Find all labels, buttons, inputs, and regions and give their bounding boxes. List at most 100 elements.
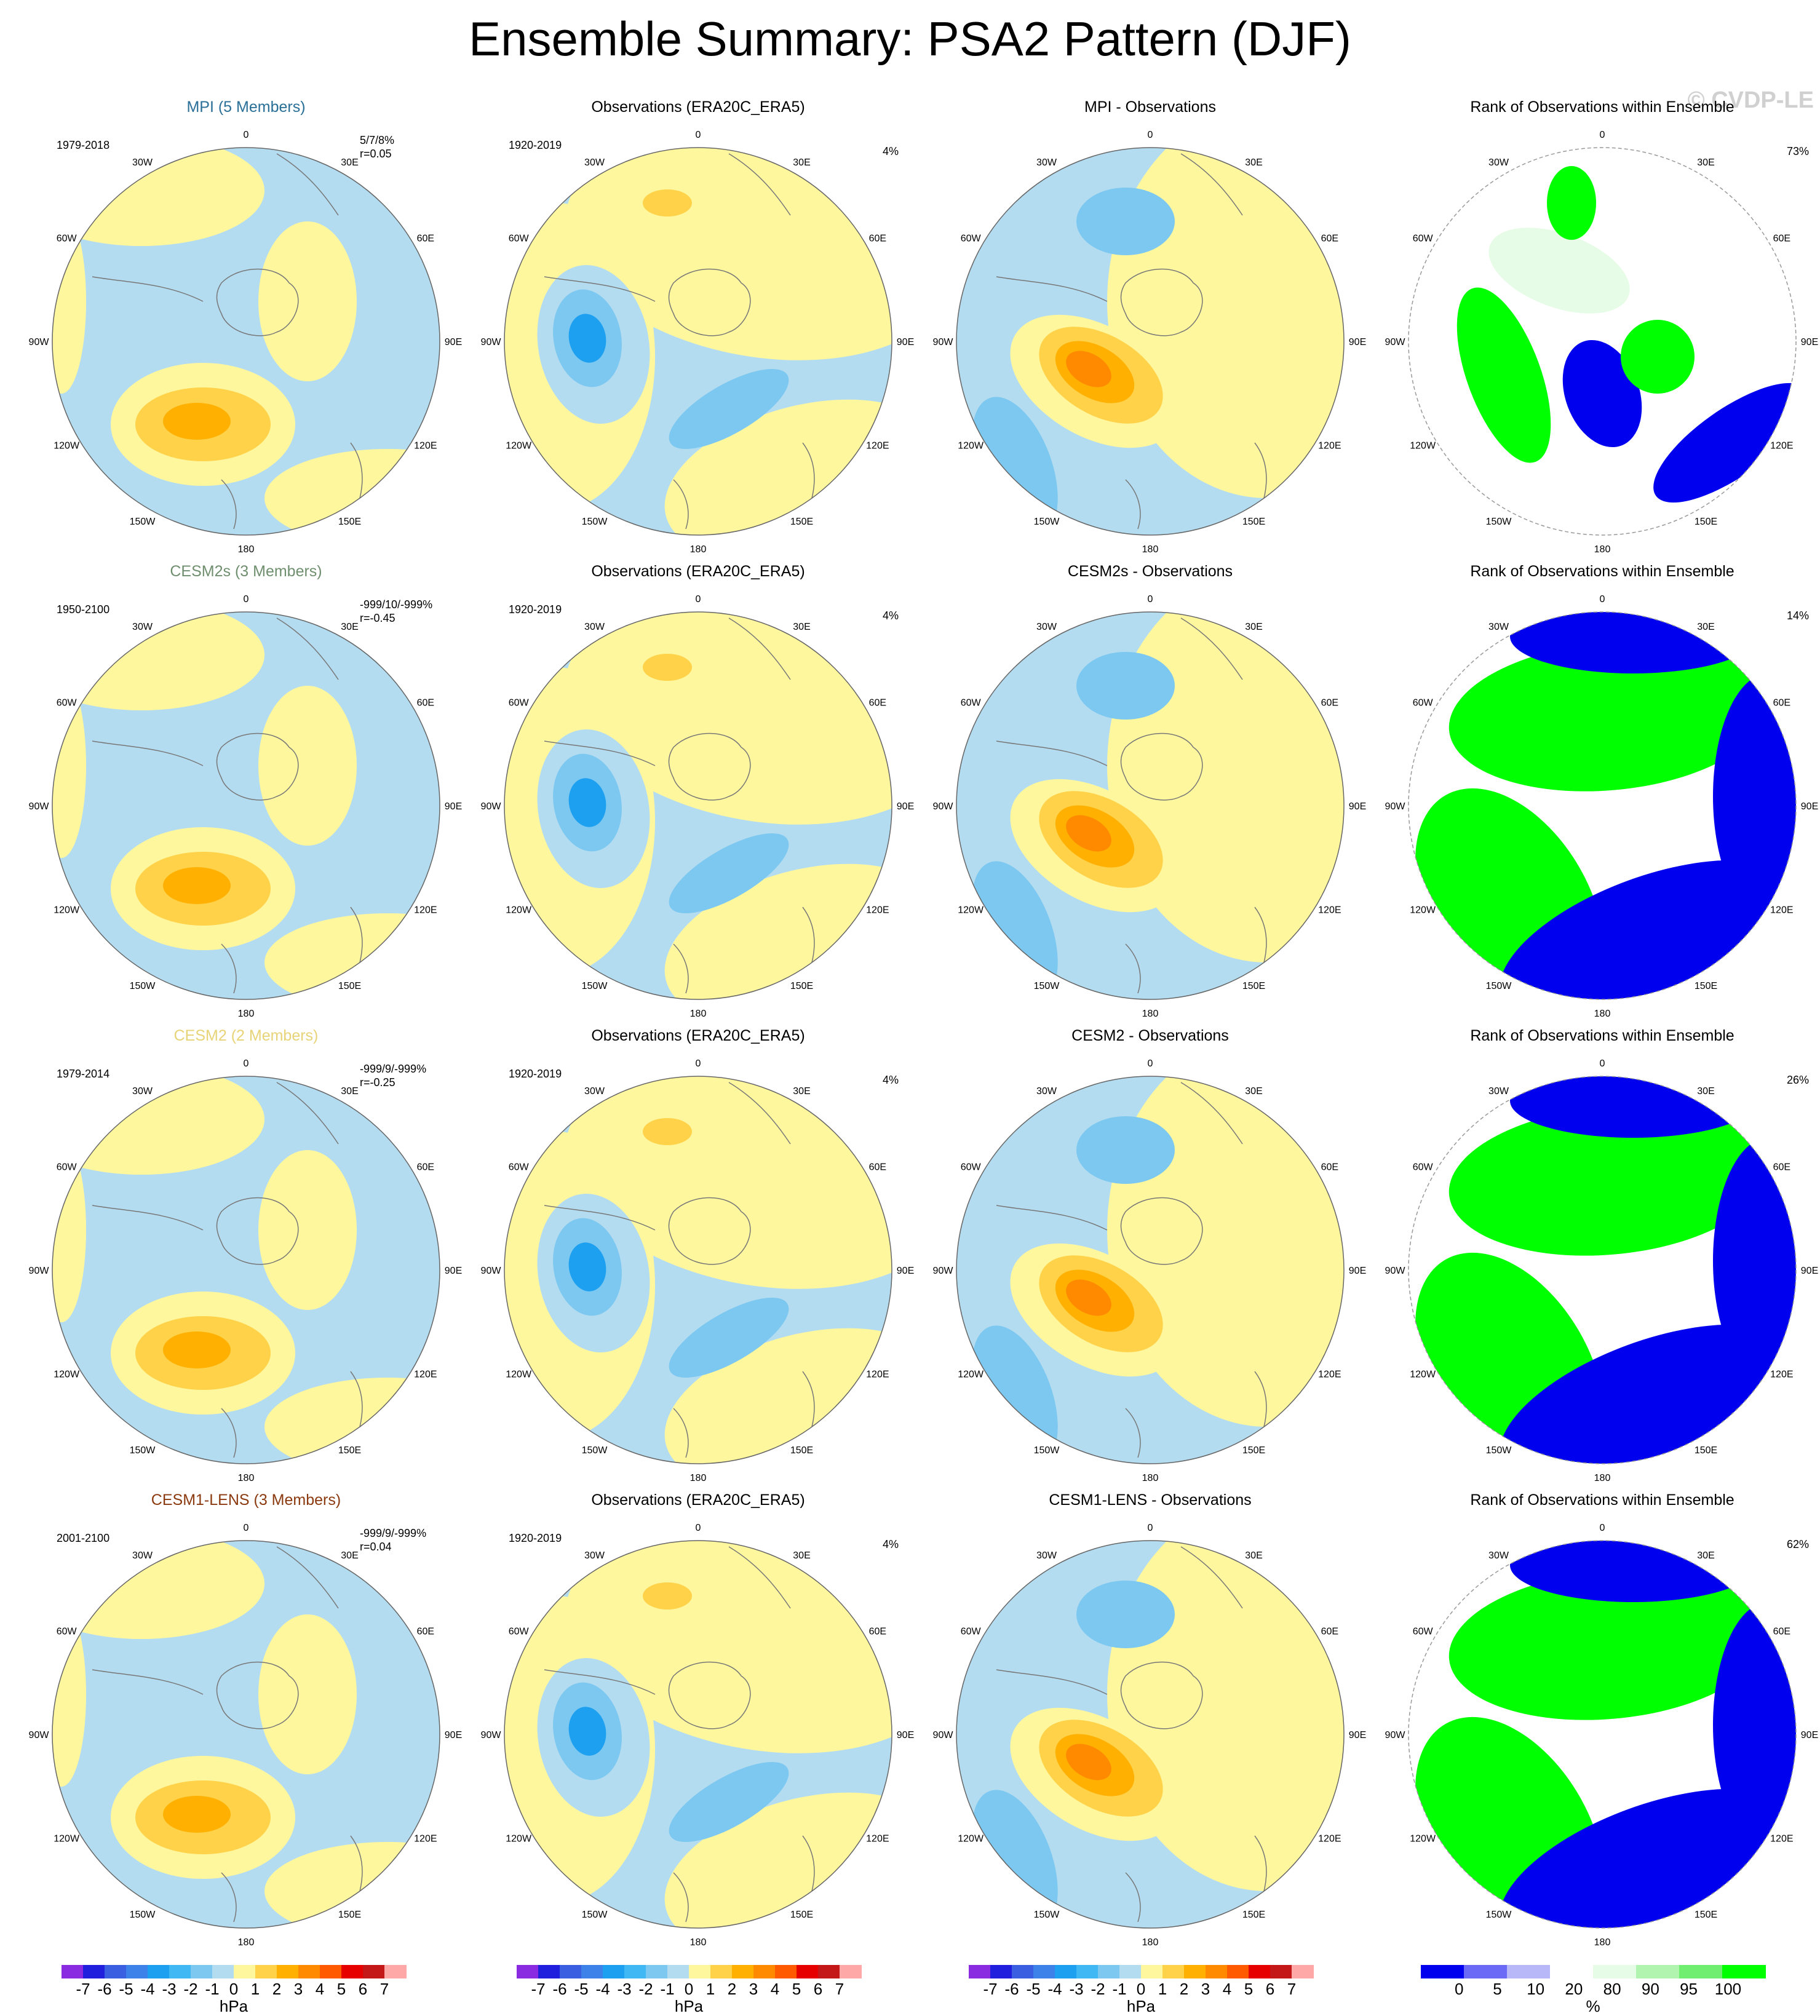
map-field — [52, 1076, 440, 1464]
map-field — [1409, 1541, 1796, 1928]
panel-title: CESM2s (3 Members) — [170, 563, 322, 580]
colorbar-tick-label: 90 — [1641, 1980, 1659, 1998]
longitude-label: 150W — [582, 1910, 608, 1920]
panel-title: MPI (5 Members) — [186, 98, 306, 116]
contour-blob — [163, 403, 231, 440]
contour-blob — [52, 1541, 264, 1639]
longitude-label: 90E — [1801, 1730, 1818, 1740]
longitude-label: 0 — [1148, 594, 1153, 605]
colorbar-swatch — [1270, 1965, 1292, 1978]
polar-map: 0 30E 60E 90E 120E 150E 180 150W 120W 90W 60W 30W — [29, 594, 463, 1019]
contour-blob — [1510, 1076, 1756, 1138]
longitude-label: 30E — [793, 1086, 810, 1097]
longitude-label: 60E — [1773, 1627, 1790, 1637]
longitude-label: 60W — [1413, 234, 1434, 244]
colorbar-tick-label: -7 — [76, 1980, 90, 1998]
longitude-label: 90W — [1385, 337, 1406, 347]
longitude-label: 60W — [1413, 698, 1434, 708]
longitude-label: 150E — [1242, 1910, 1265, 1920]
longitude-label: 120W — [958, 1370, 984, 1380]
africa-coastline — [1180, 1082, 1243, 1145]
contour-blob — [1456, 287, 1551, 463]
contour-blob — [52, 1076, 264, 1175]
longitude-label: 90W — [933, 801, 954, 812]
longitude-label: 30E — [341, 1550, 358, 1561]
colorbar-swatch — [667, 1965, 689, 1978]
contour-blob — [669, 1762, 789, 1842]
map-field — [1409, 1076, 1796, 1464]
contour-blob — [1066, 351, 1111, 387]
colorbar-swatch — [62, 1965, 84, 1978]
colorbar-tick-label: 20 — [1565, 1980, 1583, 1998]
longitude-label: 120E — [1770, 1370, 1793, 1380]
map-panel: Observations (ERA20C_ERA5) 0 30E 60E 90E 120E… — [471, 563, 926, 1030]
longitude-label: 60W — [509, 698, 530, 708]
longitude-label: 90E — [897, 1266, 914, 1276]
longitude-label: 90W — [481, 1266, 502, 1276]
colorbar-swatch — [1119, 1965, 1142, 1978]
year-range: 1979-2014 — [57, 1068, 110, 1080]
colorbar-tick-label: 2 — [272, 1980, 282, 1998]
longitude-label: 120E — [1318, 905, 1341, 916]
colorbar-swatch — [1421, 1965, 1464, 1978]
colorbar-tick-label: 0 — [229, 1980, 239, 1998]
longitude-label: 180 — [1594, 1937, 1611, 1948]
map-panel: Observations (ERA20C_ERA5) 0 30E 60E 90E 120E… — [471, 98, 926, 566]
antarctica-coastline — [1120, 732, 1203, 801]
contour-blob — [669, 1298, 789, 1378]
longitude-label: 30E — [341, 157, 358, 168]
colorbar-swatch — [1636, 1965, 1680, 1978]
contour-blob — [258, 1614, 357, 1774]
percent-label: 14% — [1787, 609, 1810, 622]
colorbar-tick-label: 10 — [1527, 1980, 1545, 1998]
south-america-coastline — [544, 740, 656, 766]
longitude-label: 30E — [1697, 157, 1714, 168]
colorbar-tick-label: -5 — [1026, 1980, 1041, 1998]
longitude-label: 30W — [584, 157, 605, 168]
colorbar-swatch — [169, 1965, 191, 1978]
longitude-label: 90W — [1385, 1730, 1406, 1740]
colorbar-swatch — [581, 1965, 603, 1978]
longitude-label: 60W — [1413, 1627, 1434, 1637]
colorbar-swatch — [732, 1965, 754, 1978]
colorbar-tick-label: -2 — [1091, 1980, 1105, 1998]
colorbar-tick-label: -3 — [617, 1980, 632, 1998]
longitude-label: 30W — [132, 157, 153, 168]
colorbar-swatch — [298, 1965, 320, 1978]
contour-blob — [1066, 1279, 1111, 1316]
colorbar-swatch — [646, 1965, 668, 1978]
longitude-label: 150E — [338, 517, 361, 527]
longitude-label: 30E — [1245, 622, 1262, 632]
new-zealand-coastline — [1125, 943, 1141, 994]
year-range: 1920-2019 — [509, 603, 562, 616]
contour-blob — [1066, 815, 1111, 852]
longitude-label: 0 — [244, 130, 249, 140]
contour-blob — [643, 1118, 692, 1145]
longitude-label: 60E — [417, 234, 434, 244]
map-field — [52, 1541, 440, 1928]
longitude-label: 60W — [57, 698, 77, 708]
longitude-label: 150W — [1486, 517, 1512, 527]
colorbar-tick-label: -5 — [119, 1980, 133, 1998]
contour-blob — [1107, 612, 1344, 962]
longitude-label: 30W — [1488, 1550, 1509, 1561]
colorbar-swatch — [517, 1965, 539, 1978]
longitude-label: 120W — [54, 905, 80, 916]
contour-blob — [1573, 1727, 1668, 1785]
south-america-coastline — [996, 1205, 1108, 1231]
longitude-label: 150W — [1034, 981, 1060, 991]
contour-blob — [1448, 1106, 1768, 1256]
polar-map: 0 30E 60E 90E 120E 150E 180 150W 120W 90W 60W 30W — [1385, 1058, 1819, 1483]
longitude-label: 150E — [1242, 1445, 1265, 1456]
longitude-label: 0 — [1600, 594, 1605, 605]
colorbar-tick-label: 100 — [1714, 1980, 1742, 1998]
longitude-label: 30W — [1488, 1086, 1509, 1097]
longitude-label: 180 — [238, 1473, 255, 1483]
longitude-label: 150W — [1486, 1445, 1512, 1456]
south-america-coastline — [996, 276, 1108, 302]
colorbar-swatch — [990, 1965, 1012, 1978]
colorbar-swatch — [1055, 1965, 1077, 1978]
longitude-label: 60E — [417, 698, 434, 708]
map-panel: CESM2s - Observations 0 30E 60E 90E 120E 150E 1… — [923, 563, 1378, 1030]
colorbar-swatch — [105, 1965, 127, 1978]
